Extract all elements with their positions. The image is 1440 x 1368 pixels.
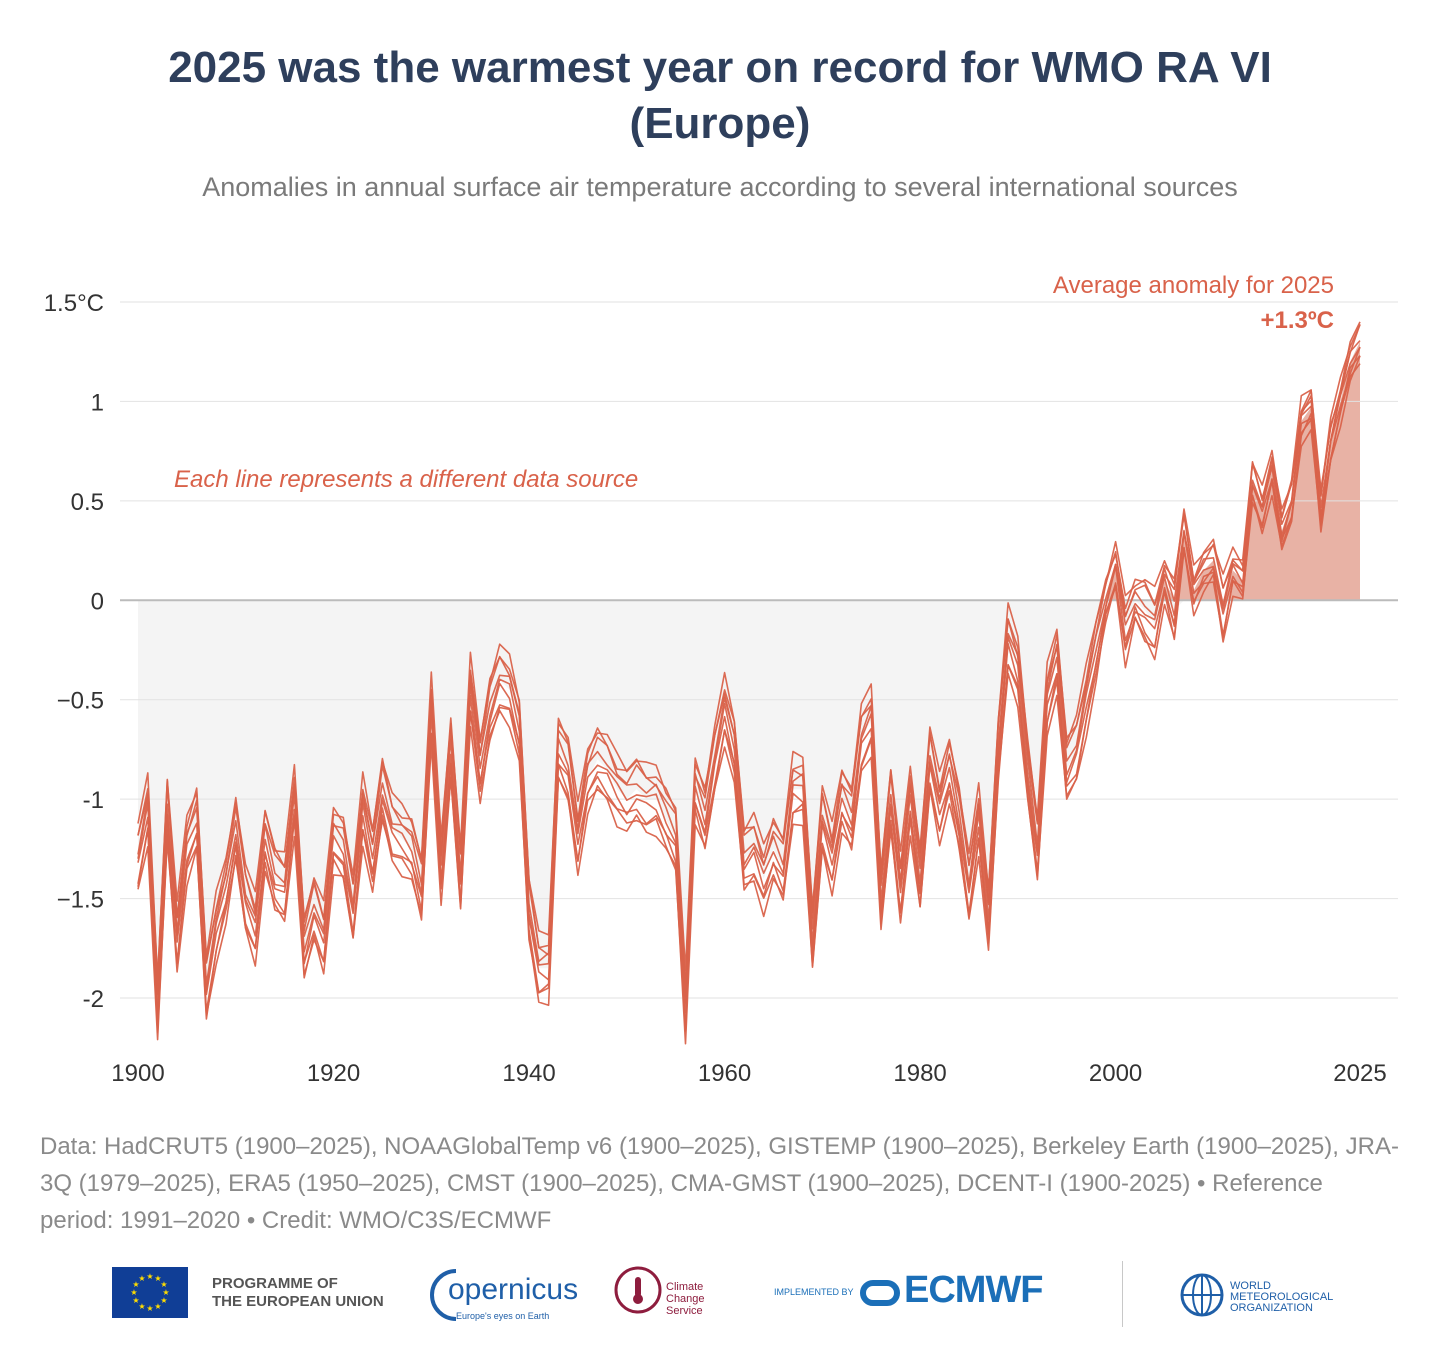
svg-text:★: ★ [160, 1296, 167, 1305]
logo-divider [1122, 1261, 1123, 1327]
eu-programme-label: PROGRAMME OF THE EUROPEAN UNION [212, 1275, 384, 1311]
eu-programme-line2: THE EUROPEAN UNION [212, 1293, 384, 1310]
wmo-logo: WORLD METEOROLOGICAL ORGANIZATION [1178, 1267, 1358, 1323]
x-tick-label: 1900 [111, 1060, 164, 1087]
implemented-by-label: IMPLEMENTED BY [774, 1287, 854, 1297]
chart-subtitle: Anomalies in annual surface air temperat… [202, 172, 1238, 202]
negative-anomaly-area [138, 600, 1360, 1008]
eu-flag-icon: ★ ★ ★ ★ ★ ★ ★ ★ ★ ★ ★ ★ [112, 1267, 188, 1318]
x-tick-label: 1960 [698, 1060, 751, 1087]
series-line [137, 324, 1361, 982]
c3s-label-line2: Change Service [666, 1293, 705, 1317]
annotation-average-value: +1.3ºC [1261, 307, 1334, 334]
eu-programme-line1: PROGRAMME OF [212, 1275, 338, 1292]
anomaly-fill-group [138, 341, 1360, 1008]
series-line [137, 321, 1361, 990]
x-tick-label: 1920 [307, 1060, 360, 1087]
y-tick-label: 0 [91, 588, 104, 615]
thermometer-icon [614, 1266, 662, 1314]
svg-text:★: ★ [154, 1274, 161, 1283]
series-line [137, 346, 1361, 1025]
copernicus-arc-icon [430, 1269, 457, 1321]
svg-text:★: ★ [130, 1288, 137, 1297]
c3s-logo: Climate Change Service [614, 1265, 744, 1321]
annotation-average-label: Average anomaly for 2025 [1053, 272, 1334, 299]
chart-title-line1: 2025 was the warmest year on record for … [168, 43, 1272, 92]
y-tick-label: 1 [91, 389, 104, 416]
svg-text:★: ★ [138, 1274, 145, 1283]
wmo-label-line2: METEOROLOGICAL [1230, 1291, 1334, 1303]
series-line [137, 346, 1361, 1011]
c3s-label: Climate Change Service [666, 1281, 744, 1317]
x-tick-label: 1980 [893, 1060, 946, 1087]
x-tick-label: 2025 [1333, 1060, 1386, 1087]
x-tick-label: 1940 [502, 1060, 555, 1087]
temperature-anomaly-chart: 1.5°C10.50−0.5-1−1.5-2 1900 1920 1940 1960 1… [44, 272, 1398, 1087]
svg-text:★: ★ [132, 1296, 139, 1305]
y-tick-label: 0.5 [71, 489, 104, 516]
y-tick-label: −0.5 [57, 688, 104, 715]
copernicus-wordmark: opernicus [448, 1273, 579, 1306]
annotation-data-sources: Each line represents a different data so… [174, 466, 638, 493]
series-line [137, 340, 1361, 1000]
series-lines [137, 321, 1361, 1045]
y-tick-label: -1 [83, 787, 104, 814]
ecmwf-logo: ECMWF [860, 1269, 1044, 1312]
chart-title: 2025 was the warmest year on record for … [0, 40, 1440, 152]
wmo-label-line3: ORGANIZATION [1230, 1302, 1313, 1314]
chart-title-line2: (Europe) [629, 99, 811, 148]
x-axis-ticks: 1900 1920 1940 1960 1980 2000 2025 [111, 1060, 1386, 1087]
y-tick-label: 1.5°C [44, 290, 104, 317]
copernicus-logo: opernicus Europe's eyes on Earth [426, 1263, 586, 1323]
copernicus-tagline: Europe's eyes on Earth [456, 1311, 550, 1321]
svg-text:★: ★ [154, 1302, 161, 1311]
ecmwf-wordmark: ECMWF [904, 1269, 1044, 1311]
y-axis-ticks: 1.5°C 1 0.5 0 −0.5 -1 −1.5 -2 [44, 290, 104, 1013]
svg-text:★: ★ [146, 1272, 153, 1281]
y-tick-label: −1.5 [57, 887, 104, 914]
logo-strip: ★ ★ ★ ★ ★ ★ ★ ★ ★ ★ ★ ★ PROGRAMME OF THE EUROPEA… [0, 1255, 1440, 1345]
ecmwf-mark-icon [860, 1280, 900, 1306]
svg-text:★: ★ [138, 1302, 145, 1311]
series-line [137, 363, 1361, 1034]
wmo-label: WORLD METEOROLOGICAL ORGANIZATION [1230, 1281, 1333, 1314]
data-source-note: Data: HadCRUT5 (1900–2025), NOAAGlobalTe… [40, 1133, 1399, 1234]
wmo-globe-icon [1180, 1273, 1224, 1317]
grid-lines [120, 301, 1398, 999]
c3s-label-line1: Climate [666, 1281, 704, 1293]
svg-text:★: ★ [160, 1280, 167, 1289]
svg-text:★: ★ [132, 1280, 139, 1289]
svg-text:★: ★ [146, 1304, 153, 1313]
svg-text:★: ★ [162, 1288, 169, 1297]
y-tick-label: -2 [83, 986, 104, 1013]
wmo-label-line1: WORLD [1230, 1280, 1271, 1292]
x-tick-label: 2000 [1089, 1060, 1142, 1087]
